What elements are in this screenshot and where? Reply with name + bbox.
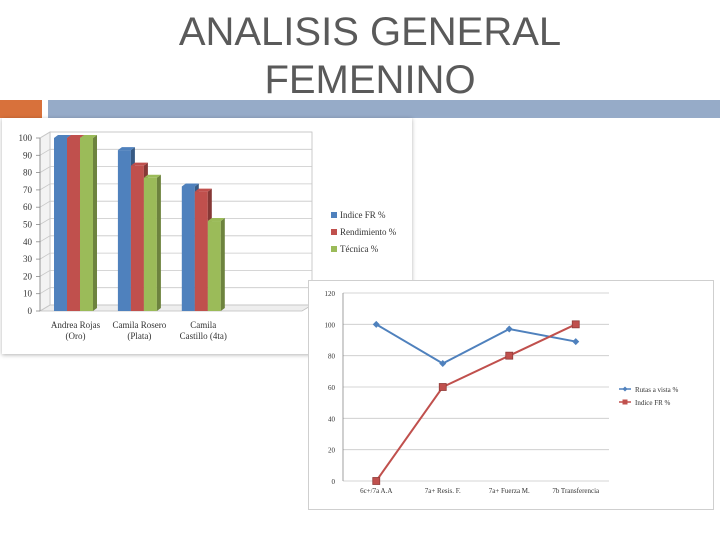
x-tick-label: 7a+ Resis. F. [425, 487, 461, 495]
bar-top [207, 218, 225, 222]
bar-top [194, 188, 212, 192]
y-tick-label: 80 [23, 168, 33, 178]
y-tick-label: 90 [23, 150, 33, 160]
data-point [505, 325, 513, 333]
x-tick-label: 7a+ Fuerza M. [489, 487, 530, 495]
bar-side [220, 218, 225, 311]
y-tick-label: 100 [19, 133, 33, 143]
bar [117, 150, 131, 311]
x-tick-label: Camila [190, 320, 216, 330]
x-tick-label: (Plata) [127, 331, 151, 341]
bar [130, 165, 144, 311]
y-tick-label: 0 [28, 306, 33, 316]
x-tick-label: 6c+/7a A.A [360, 487, 392, 495]
line-chart-panel: 0 20 40 60 80 100 120 6c+/7a A.A 7a+ Resis. F. 7a… [308, 280, 714, 510]
gridline [39, 200, 312, 208]
legend-marker [622, 399, 628, 405]
gridline [39, 148, 312, 156]
y-tick-label: 40 [328, 415, 336, 423]
legend-swatch [331, 246, 337, 252]
series-line [375, 323, 577, 482]
legend-swatch [331, 212, 337, 218]
y-tick-label: 60 [23, 202, 33, 212]
legend-marker [622, 386, 628, 392]
bar [207, 221, 221, 311]
bar-top [54, 135, 71, 138]
legend-label: Indice FR % [635, 399, 671, 407]
y-tick-label: 20 [328, 447, 336, 455]
x-tick-label: 7b Transferencia [552, 487, 600, 495]
bar [67, 138, 80, 311]
y-tick-label: 0 [332, 478, 336, 486]
data-point [438, 383, 447, 391]
title-line-2: FEMENINO [264, 58, 476, 102]
bar-chart-panel: 0 10 20 30 40 50 60 70 80 90 100 Andrea Rojas (Oro) C… [2, 118, 412, 354]
x-tick-label: Castillo (4ta) [180, 331, 227, 341]
bar-top [130, 162, 148, 166]
x-tick-label: Andrea Rojas [51, 320, 101, 330]
bar [181, 186, 195, 311]
data-point [372, 477, 381, 485]
legend-label: Indice FR % [340, 210, 386, 220]
y-tick-label: 10 [23, 289, 33, 299]
gridline [39, 131, 312, 139]
bar-top [181, 183, 199, 187]
y-tick-label: 50 [23, 220, 33, 230]
bar [143, 177, 157, 311]
accent-bar-orange [0, 100, 42, 118]
bar [54, 138, 67, 311]
bar-side [156, 174, 161, 311]
y-tick-label: 100 [325, 321, 336, 329]
line-chart: 0 20 40 60 80 100 120 6c+/7a A.A 7a+ Resis. F. 7a… [325, 290, 679, 495]
y-tick-label: 60 [328, 384, 336, 392]
legend-label: Rendimiento % [340, 227, 397, 237]
legend-label: Rutas a vista % [635, 386, 679, 394]
y-tick-label: 70 [23, 185, 33, 195]
bar-top [67, 135, 84, 138]
y-tick-label: 120 [325, 290, 336, 298]
bar-top [143, 174, 161, 178]
legend-label: Técnica % [340, 244, 379, 254]
data-point [505, 351, 514, 360]
accent-bar-blue [48, 100, 720, 118]
bar [80, 138, 93, 311]
y-tick-label: 40 [23, 237, 33, 247]
data-point [572, 338, 580, 346]
x-tick-label: Camila Rosero [113, 320, 167, 330]
data-point [372, 320, 380, 328]
legend-swatch [331, 229, 337, 235]
series-line [375, 323, 576, 365]
x-tick-label: (Oro) [66, 331, 86, 341]
bar-side [93, 135, 97, 311]
bar-top [117, 147, 135, 151]
title-line-1: ANALISIS GENERAL [178, 10, 562, 54]
y-tick-label: 80 [328, 353, 336, 361]
bar-top [80, 135, 97, 138]
bar-chart: 0 10 20 30 40 50 60 70 80 90 100 Andrea Rojas(Oro) C… [19, 131, 397, 341]
slide-title: ANALISIS GENERAL FEMENINO [100, 8, 640, 104]
y-tick-label: 20 [23, 271, 33, 281]
data-point [439, 360, 447, 367]
bar [194, 191, 208, 311]
data-point [571, 320, 580, 329]
gridline [39, 166, 312, 173]
y-tick-label: 30 [23, 254, 33, 264]
gridline [39, 183, 312, 191]
